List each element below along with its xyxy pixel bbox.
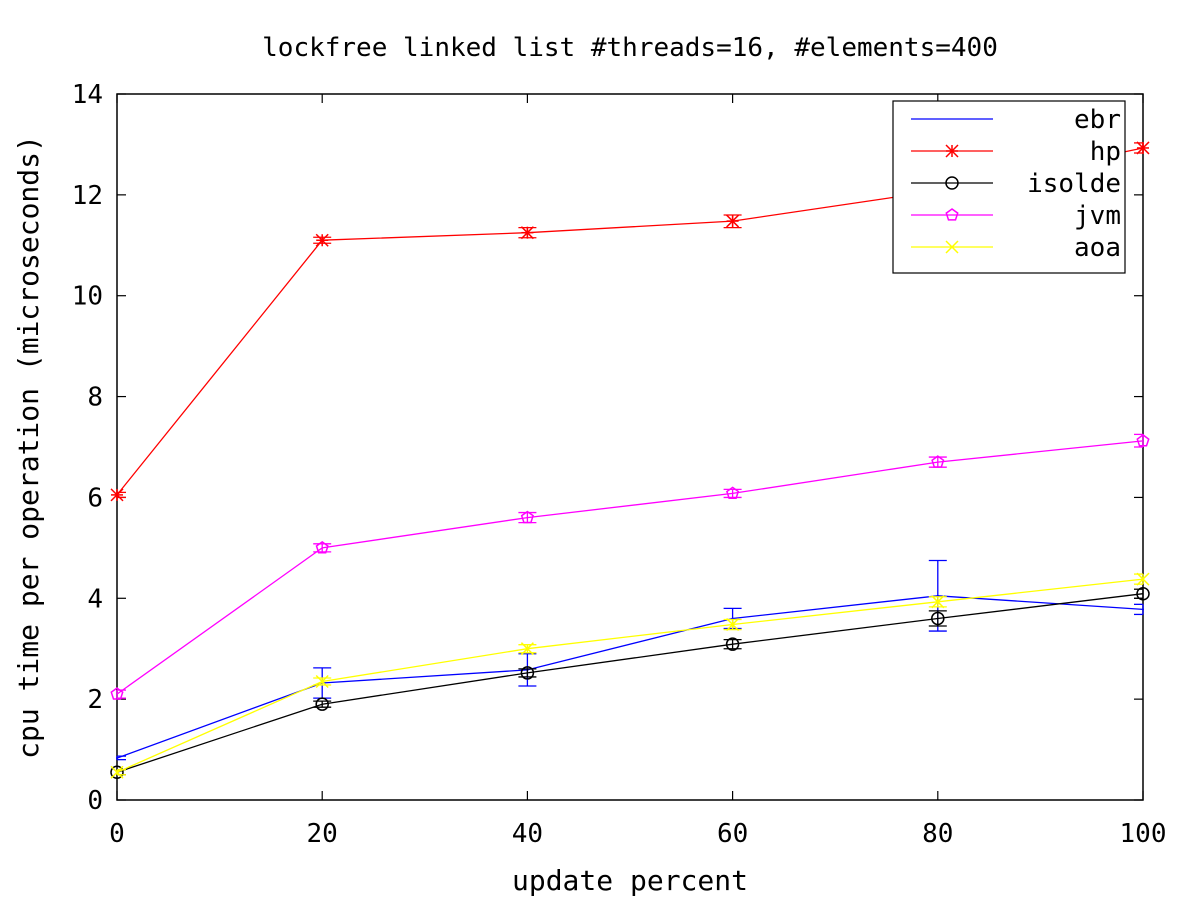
y-tick-label-3: 6 (87, 483, 103, 513)
legend-label-jvm: jvm (1074, 201, 1121, 231)
x-tick-label-3: 60 (717, 819, 748, 849)
point-isolde-3 (725, 637, 740, 651)
legend-box (892, 100, 1126, 274)
series-aoa (110, 572, 1150, 779)
point-aoa-1 (315, 674, 329, 689)
point-ebr-0 (116, 757, 118, 760)
point-jvm-3 (726, 486, 740, 499)
point-jvm-5 (1136, 433, 1150, 447)
point-aoa-0 (110, 765, 124, 779)
point-aoa-4 (931, 595, 945, 609)
legend-marker-jvm (945, 208, 959, 221)
point-hp-1 (315, 233, 329, 247)
y-tick-label-1: 2 (87, 685, 103, 715)
point-isolde-5 (1136, 586, 1150, 601)
point-isolde-4 (931, 611, 945, 626)
series-ebr (116, 559, 1144, 761)
y-tick-label-5: 10 (72, 282, 103, 312)
point-aoa-2 (520, 642, 534, 656)
x-tick-label-4: 80 (922, 819, 953, 849)
y-tick-label-2: 4 (87, 584, 103, 614)
series-line-aoa (116, 578, 1144, 773)
x-tick-label-2: 40 (512, 819, 543, 849)
error-bar-jvm-5 (1134, 433, 1144, 448)
series-hp (110, 141, 1150, 502)
point-jvm-2 (520, 510, 534, 524)
plot-area: 0 20 40 60 80 100 0 2 4 6 8 10 12 14 (72, 80, 1167, 849)
point-isolde-1 (315, 697, 329, 711)
series-line-jvm (116, 440, 1144, 695)
legend-label-aoa: aoa (1074, 233, 1121, 263)
x-tick-label-1: 20 (307, 819, 338, 849)
point-jvm-0 (110, 687, 124, 700)
point-jvm-1 (315, 540, 329, 554)
y-tick-label-0: 0 (87, 786, 103, 816)
y-tick-label-4: 8 (87, 383, 103, 413)
point-hp-0 (110, 488, 124, 502)
point-aoa-3 (726, 617, 740, 632)
x-tick-label-5: 100 (1120, 819, 1167, 849)
x-tick-label-0: 0 (109, 819, 125, 849)
series-line-ebr (116, 595, 1144, 759)
legend-label-ebr: ebr (1074, 105, 1121, 135)
point-isolde-0 (110, 765, 124, 780)
x-axis-label: update percent (512, 864, 748, 897)
legend-label-isolde: isolde (1027, 169, 1121, 199)
point-aoa-5 (1136, 572, 1150, 586)
legend-label-hp: hp (1090, 137, 1121, 167)
chart-title: lockfree linked list #threads=16, #eleme… (262, 33, 998, 63)
y-tick-label-7: 14 (72, 80, 103, 110)
y-axis-label: cpu time per operation (microseconds) (12, 135, 45, 759)
series-isolde (110, 586, 1150, 780)
y-tick-label-6: 12 (72, 181, 103, 211)
point-isolde-2 (520, 666, 535, 680)
legend-marker-isolde (945, 176, 959, 190)
series-jvm (110, 433, 1150, 700)
point-ebr-5 (1142, 608, 1144, 611)
point-hp-2 (520, 226, 534, 240)
legend-marker-aoa (945, 240, 959, 254)
series-line-isolde (116, 593, 1144, 773)
legend-marker-hp (945, 144, 959, 158)
point-hp-5 (1136, 141, 1150, 155)
point-jvm-4 (931, 455, 945, 468)
point-hp-3 (726, 214, 740, 228)
